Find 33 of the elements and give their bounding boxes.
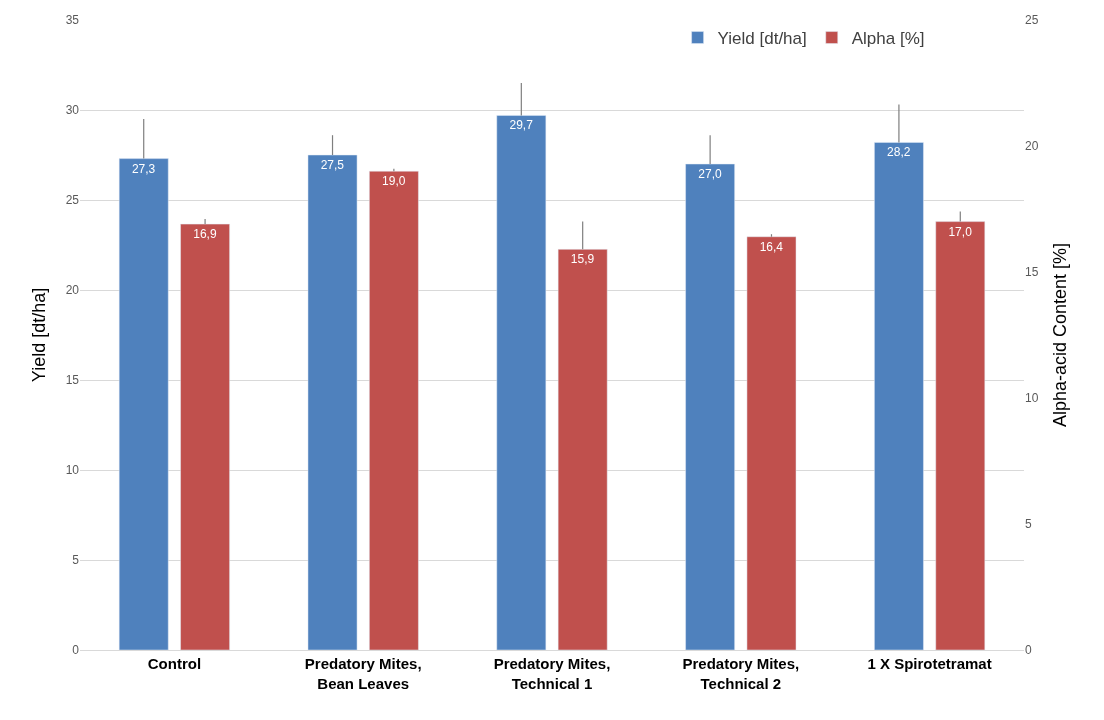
y2-axis-title: Alpha-acid Content [%] <box>1049 242 1070 428</box>
data-label: 28,2 <box>887 145 911 160</box>
y-axis-title: Yield [dt/ha] <box>28 287 49 383</box>
y-tick-label: 0 <box>72 643 80 658</box>
data-label: 27,5 <box>320 158 345 172</box>
y-tick-label: 10 <box>65 463 80 478</box>
x-tick-label: Control <box>147 655 202 672</box>
y2-tick-label: 15 <box>1025 265 1039 280</box>
y2-tick-label: 5 <box>1025 517 1032 532</box>
x-tick-label: Predatory Mites, Technical 2 <box>682 655 800 692</box>
y2-tick-label: 20 <box>1025 139 1039 154</box>
x-tick-label: Predatory Mites, Technical 1 <box>493 655 611 692</box>
data-label: 17,0 <box>948 224 973 239</box>
data-label: 29,7 <box>509 118 534 133</box>
y-tick-label: 30 <box>65 103 80 118</box>
x-tick-label: Predatory Mites, Bean Leaves <box>304 655 422 692</box>
legend-label: Yield [dt/ha] <box>717 29 807 49</box>
data-label: 27,3 <box>131 161 156 176</box>
y-tick-label: 25 <box>65 193 80 208</box>
y2-tick-label: 10 <box>1025 391 1039 406</box>
data-label: 16,4 <box>759 239 784 254</box>
y-tick-label: 5 <box>72 553 80 568</box>
y2-tick-label: 0 <box>1025 643 1032 658</box>
data-label: 27,0 <box>698 167 722 181</box>
data-label: 15,9 <box>570 252 595 267</box>
y-tick-label: 35 <box>65 13 80 28</box>
y-tick-label: 15 <box>65 373 80 388</box>
y2-tick-label: 25 <box>1025 13 1039 28</box>
legend-label: Alpha [%] <box>851 29 925 49</box>
data-label: 16,9 <box>193 227 217 242</box>
y-tick-label: 20 <box>65 283 80 298</box>
x-tick-label: 1 X Spirotetramat <box>867 655 992 672</box>
data-label: 19,0 <box>382 174 406 189</box>
